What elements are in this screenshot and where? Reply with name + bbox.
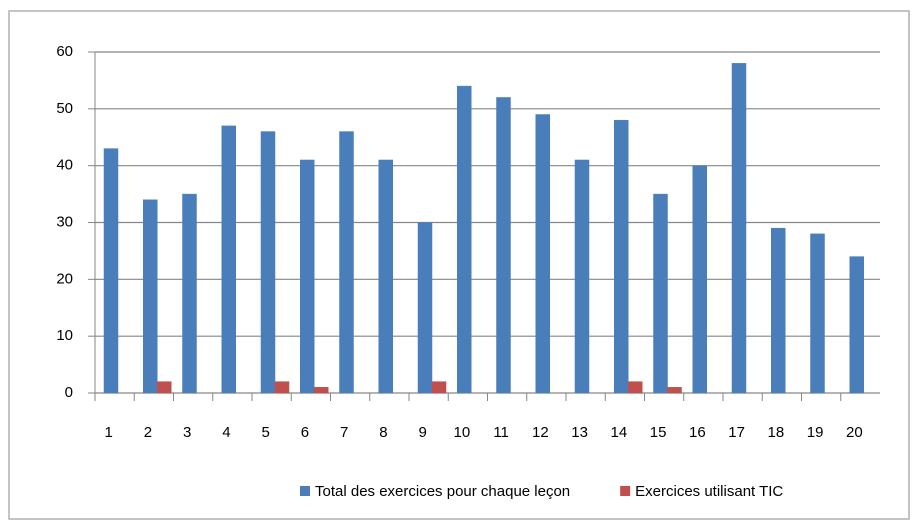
legend-label: Total des exercices pour chaque leçon bbox=[315, 483, 570, 500]
bar bbox=[628, 381, 643, 394]
x-tick-label: 5 bbox=[261, 424, 269, 441]
bar bbox=[667, 387, 682, 394]
y-tick-label: 0 bbox=[65, 384, 73, 401]
bar bbox=[378, 159, 393, 394]
x-tick-label: 11 bbox=[493, 424, 509, 441]
x-tick-label: 16 bbox=[689, 424, 706, 441]
y-tick-label: 40 bbox=[56, 157, 73, 174]
x-tick-label: 8 bbox=[379, 424, 387, 441]
x-tick-label: 10 bbox=[454, 424, 471, 441]
y-tick-label: 30 bbox=[56, 213, 73, 230]
y-tick-label: 50 bbox=[56, 100, 73, 117]
x-tick-label: 20 bbox=[846, 424, 863, 441]
x-tick-label: 19 bbox=[807, 424, 824, 441]
bar bbox=[300, 159, 315, 394]
bar bbox=[496, 97, 511, 394]
x-tick-label: 1 bbox=[104, 424, 112, 441]
x-tick-label: 13 bbox=[571, 424, 588, 441]
x-tick-label: 3 bbox=[183, 424, 191, 441]
bar bbox=[274, 381, 290, 394]
x-tick-label: 2 bbox=[144, 424, 152, 441]
bar bbox=[731, 63, 747, 394]
x-tick-label: 9 bbox=[418, 424, 426, 441]
bar bbox=[692, 165, 707, 394]
x-tick-label: 7 bbox=[340, 424, 348, 441]
bar bbox=[417, 222, 433, 394]
x-tick-label: 15 bbox=[650, 424, 667, 441]
bar bbox=[221, 125, 236, 394]
y-tick-label: 20 bbox=[56, 270, 73, 287]
y-tick-label: 10 bbox=[56, 327, 73, 344]
bar bbox=[339, 131, 354, 394]
bar bbox=[260, 131, 276, 394]
bar bbox=[457, 85, 472, 394]
bar bbox=[574, 159, 590, 394]
x-tick-label: 6 bbox=[301, 424, 309, 441]
x-tick-label: 18 bbox=[768, 424, 785, 441]
bar bbox=[314, 387, 329, 394]
bar bbox=[653, 193, 668, 394]
x-tick-label: 17 bbox=[728, 424, 745, 441]
bar bbox=[431, 381, 447, 394]
bar bbox=[535, 114, 550, 394]
y-tick-label: 60 bbox=[56, 43, 73, 60]
bar bbox=[849, 256, 864, 394]
bar bbox=[810, 233, 825, 394]
legend-swatch bbox=[300, 486, 310, 496]
bar bbox=[771, 227, 786, 394]
legend-swatch bbox=[620, 486, 631, 496]
bar bbox=[157, 381, 172, 394]
bar bbox=[614, 119, 629, 394]
bar bbox=[182, 193, 197, 394]
bar bbox=[143, 199, 158, 394]
x-tick-label: 12 bbox=[532, 424, 549, 441]
x-tick-label: 14 bbox=[611, 424, 628, 441]
x-tick-label: 4 bbox=[222, 424, 230, 441]
legend-label: Exercices utilisant TIC bbox=[635, 483, 783, 500]
bar bbox=[103, 148, 119, 394]
